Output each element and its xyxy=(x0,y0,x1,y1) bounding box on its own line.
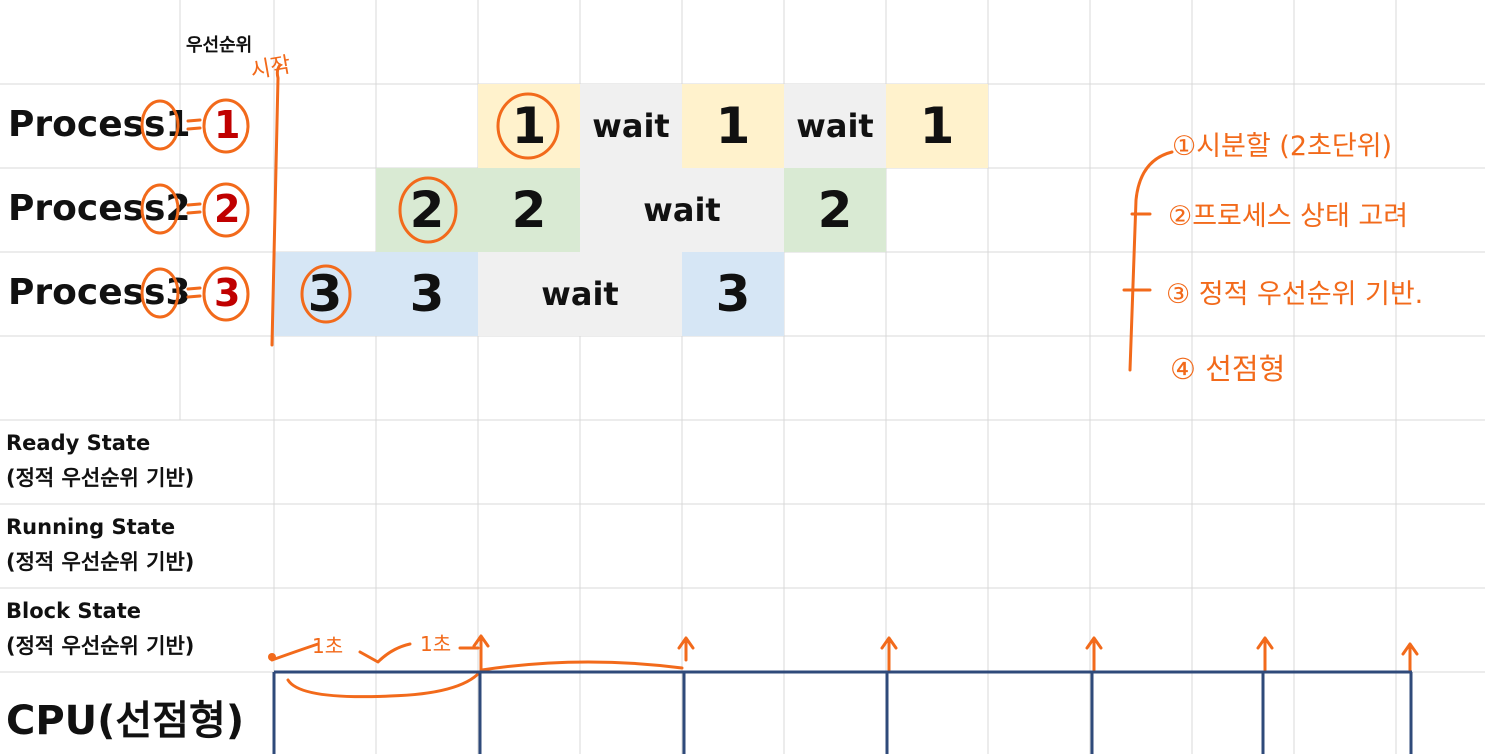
running-state-sub: (정적 우선순위 기반) xyxy=(6,550,195,574)
block-state-label: Block State (정적 우선순위 기반) xyxy=(6,594,194,664)
p1-slot-3: 1 xyxy=(682,84,784,168)
running-state-title: Running State xyxy=(6,515,176,539)
process1-label: Process1 xyxy=(8,104,191,145)
process1-priority: 1 xyxy=(214,103,241,147)
p3-slot-1: 3 xyxy=(274,252,376,336)
p2-slot-2: 2 xyxy=(478,168,580,252)
note-static-priority: ③ 정적 우선순위 기반. xyxy=(1166,279,1424,310)
note-preemptive: ④ 선점형 xyxy=(1170,352,1286,386)
p2-slot-3: wait xyxy=(580,168,784,252)
note-time-sharing: ①시분할 (2초단위) xyxy=(1172,131,1393,162)
p3-slot-3: wait xyxy=(478,252,682,336)
cpu-first-second-note: 1초 xyxy=(312,634,344,658)
p2-slot-4: 2 xyxy=(784,168,886,252)
p1-slot-1-text: 1 xyxy=(511,97,547,155)
p2-slot-1-text: 2 xyxy=(409,181,445,239)
p2-slot-1: 2 xyxy=(376,168,478,252)
p3-slot-4: 3 xyxy=(682,252,784,336)
p1-slot-3-text: 1 xyxy=(715,97,751,155)
p3-slot-2-text: 3 xyxy=(409,265,445,323)
ready-state-sub: (정적 우선순위 기반) xyxy=(6,466,195,490)
ready-state-title: Ready State xyxy=(6,431,151,455)
cpu-label: CPU(선점형) xyxy=(6,698,245,744)
process2-label: Process2 xyxy=(8,188,191,229)
note-process-state: ②프로세스 상태 고려 xyxy=(1168,201,1409,232)
process2-priority: 2 xyxy=(214,187,241,231)
cpu-second-second-note: 1초 xyxy=(420,632,452,656)
running-state-label: Running State (정적 우선순위 기반) xyxy=(6,510,194,580)
process3-priority: 3 xyxy=(214,271,241,315)
p1-slot-5-text: 1 xyxy=(919,97,955,155)
p1-slot-4-text: wait xyxy=(796,107,874,145)
block-state-title: Block State xyxy=(6,599,141,623)
p3-slot-2: 3 xyxy=(376,252,478,336)
p2-slot-4-text: 2 xyxy=(817,181,853,239)
p2-slot-3-text: wait xyxy=(643,191,721,229)
priority-header: 우선순위 xyxy=(186,35,253,56)
process3-label: Process3 xyxy=(8,272,191,313)
block-state-sub: (정적 우선순위 기반) xyxy=(6,634,195,658)
p1-slot-4: wait xyxy=(784,84,886,168)
p1-slot-1: 1 xyxy=(478,84,580,168)
p3-slot-3-text: wait xyxy=(541,275,619,313)
ready-state-label: Ready State (정적 우선순위 기반) xyxy=(6,426,194,496)
p3-slot-4-text: 3 xyxy=(715,265,751,323)
p3-slot-1-text: 3 xyxy=(307,265,343,323)
p1-slot-2: wait xyxy=(580,84,682,168)
p2-slot-2-text: 2 xyxy=(511,181,547,239)
p1-slot-2-text: wait xyxy=(592,107,670,145)
p1-slot-5: 1 xyxy=(886,84,988,168)
